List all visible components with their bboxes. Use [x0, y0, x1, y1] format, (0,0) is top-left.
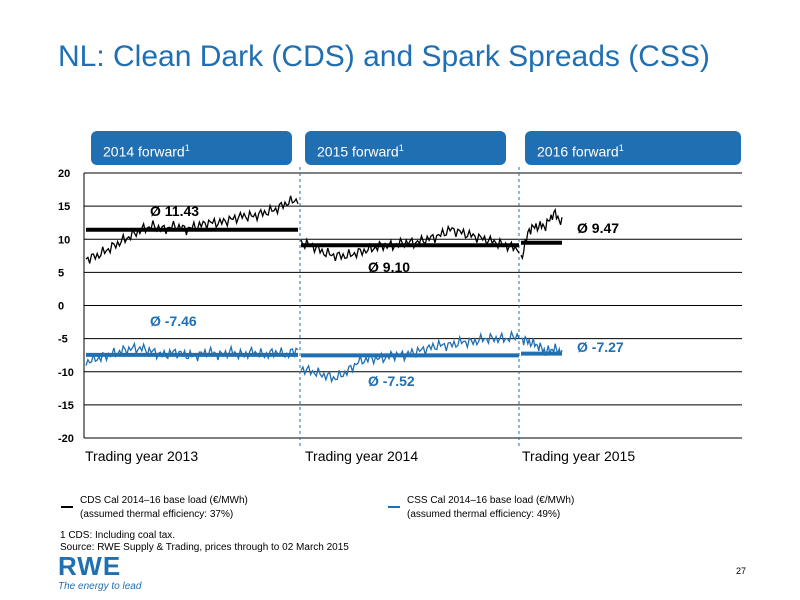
y-tick-label: -15	[58, 400, 74, 412]
footnote-source: Source: RWE Supply & Trading, prices thr…	[60, 542, 349, 553]
y-tick-label: 20	[58, 168, 70, 180]
y-tick-label: -10	[58, 367, 74, 379]
legend-item-css: CSS Cal 2014–16 base load (€/MWh) (assum…	[388, 494, 575, 522]
average-label: Ø 9.10	[368, 259, 410, 275]
forward-box-2016: 2016 forward1	[525, 131, 741, 165]
forward-box-2014: 2014 forward1	[91, 131, 292, 165]
average-label: Ø -7.46	[150, 313, 197, 329]
average-label: Ø 9.47	[577, 220, 619, 236]
logo-word: RWE	[58, 551, 122, 581]
y-tick-label: 15	[58, 201, 70, 213]
average-label: Ø 11.43	[150, 203, 199, 219]
y-tick-label: -5	[58, 334, 68, 346]
legend-item-cds: CDS Cal 2014–16 base load (€/MWh) (assum…	[61, 494, 248, 522]
legend-css-line2: (assumed thermal efficiency: 49%)	[407, 509, 561, 520]
legend-css-line1: CSS Cal 2014–16 base load (€/MWh)	[407, 495, 575, 506]
y-tick-label: 0	[58, 301, 64, 313]
series-line	[520, 335, 563, 356]
period-label: Trading year 2015	[522, 448, 635, 464]
average-label: Ø -7.52	[368, 373, 415, 389]
logo-tagline: The energy to lead	[58, 581, 142, 592]
page-title: NL: Clean Dark (CDS) and Spark Spreads (…	[58, 40, 710, 73]
legend-swatch-cds	[61, 506, 73, 508]
forward-box-footnote-mark: 1	[618, 143, 624, 153]
average-label: Ø -7.27	[577, 339, 624, 355]
forward-box-label: 2016 forward	[537, 143, 619, 160]
forward-box-label: 2014 forward	[103, 143, 185, 160]
y-tick-label: 5	[58, 267, 64, 279]
legend-cds-line2: (assumed thermal efficiency: 37%)	[80, 509, 234, 520]
page-number: 27	[736, 566, 747, 576]
rwe-logo: RWE The energy to lead	[58, 553, 141, 592]
forward-box-2015: 2015 forward1	[305, 131, 506, 165]
footnote-coal-tax: 1 CDS: Including coal tax.	[60, 530, 176, 541]
series-line	[300, 224, 520, 262]
series-line	[520, 207, 563, 261]
legend-cds-line1: CDS Cal 2014–16 base load (€/MWh)	[80, 495, 248, 506]
period-label: Trading year 2014	[305, 448, 418, 464]
forward-box-footnote-mark: 1	[184, 143, 190, 153]
y-tick-label: -20	[58, 433, 74, 445]
period-label: Trading year 2013	[85, 448, 198, 464]
y-tick-label: 10	[58, 234, 70, 246]
forward-box-footnote-mark: 1	[398, 143, 404, 153]
forward-box-label: 2015 forward	[317, 143, 399, 160]
legend-swatch-css	[388, 506, 400, 508]
